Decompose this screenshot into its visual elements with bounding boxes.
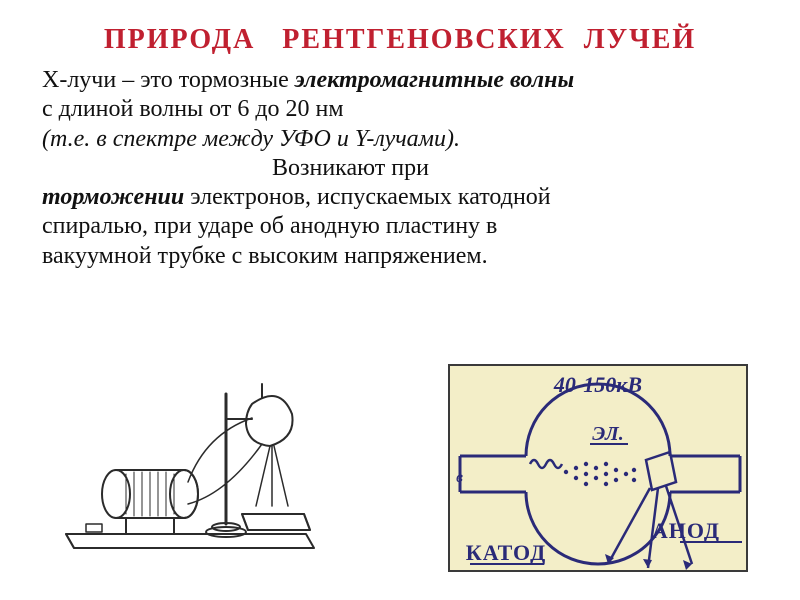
body-line1-em: электромагнитные волны: [295, 67, 574, 93]
body-text: Х-лучи – это тормозные электромагнитные …: [42, 66, 758, 271]
electron-label: ЭЛ.: [592, 423, 623, 445]
slide-title: ПРИРОДА РЕНТГЕНОВСКИХ ЛУЧЕЙ: [42, 24, 758, 56]
v-mark: в: [456, 469, 463, 486]
anode-label: АНОД: [652, 518, 720, 543]
body-line4: Возникают при: [272, 155, 429, 181]
cathode-label: КАТОД: [466, 540, 546, 565]
body-line7: вакуумной трубке с высоким напряжением.: [42, 243, 488, 269]
images-row: 40-150кВ ЭЛ.: [0, 364, 800, 572]
tube-diagram-svg: 40-150кВ ЭЛ.: [448, 364, 748, 572]
apparatus-sketch: [56, 364, 326, 572]
tube-diagram: 40-150кВ ЭЛ.: [448, 364, 748, 572]
body-line2: с длиной волны от 6 до 20 нм: [42, 96, 344, 122]
body-line5-rest: электронов, испускаемых катодной: [184, 184, 550, 210]
body-line1-plain: Х-лучи – это тормозные: [42, 67, 295, 93]
body-line6: спиралью, при ударе об анодную пластину …: [42, 213, 497, 239]
body-line5-em: торможении: [42, 184, 184, 210]
body-line3: (т.е. в спектре между УФО и Y-лучами).: [42, 126, 460, 152]
slide-root: ПРИРОДА РЕНТГЕНОВСКИХ ЛУЧЕЙ Х-лучи – это…: [0, 0, 800, 600]
apparatus-svg: [56, 364, 326, 564]
